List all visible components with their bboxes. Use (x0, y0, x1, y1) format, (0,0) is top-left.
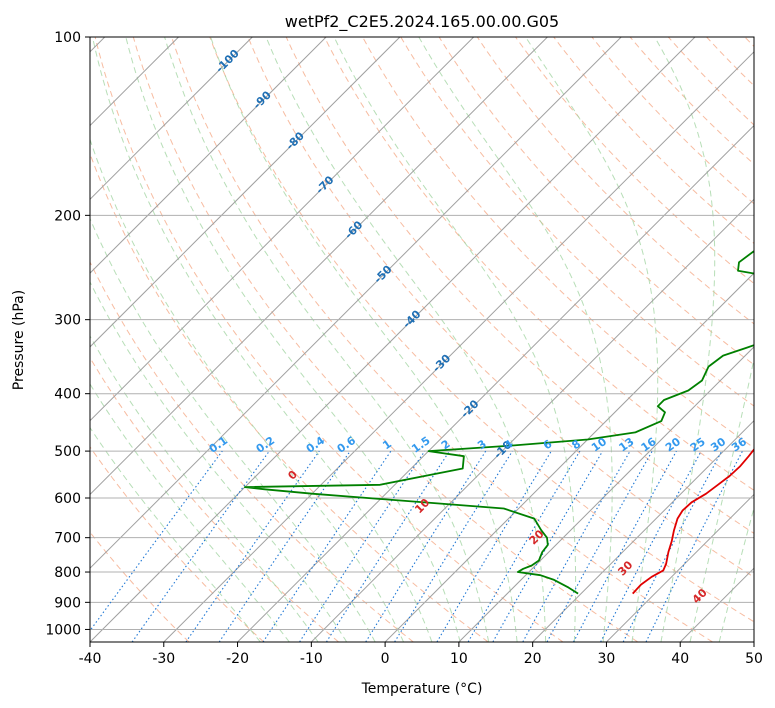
isotherm-line (90, 37, 401, 348)
dry-adiabat-line (90, 356, 339, 642)
moist-adiabat-line (90, 426, 261, 642)
moist-adiabat-line (333, 37, 577, 642)
y-tick-label: 500 (54, 444, 81, 460)
moist-adiabat-line (92, 37, 433, 642)
x-tick-label: -20 (226, 651, 249, 667)
isotherm-line (90, 37, 622, 569)
mixing-ratio-line (218, 450, 351, 642)
y-axis-label: Pressure (hPa) (11, 290, 27, 390)
mixing-ratio-line (299, 450, 426, 642)
chart-title: wetPf2_C2E5.2024.165.00.00.G05 (285, 12, 559, 32)
dry-adiabat-line (247, 37, 754, 578)
y-axis-ticks: 100 200 300 400 500 600 700 800 900 1000 (45, 30, 90, 638)
y-tick-label: 100 (54, 30, 81, 46)
series-layer (244, 250, 754, 595)
x-tick-label: 50 (745, 651, 763, 667)
y-tick-label: 800 (54, 565, 81, 581)
isotherm-line (90, 37, 548, 496)
isotherm-line (237, 124, 754, 642)
y-tick-label: 900 (54, 595, 81, 611)
moist-adiabat-line (525, 37, 659, 642)
moist-adiabat-line (654, 37, 716, 642)
x-tick-label: 40 (671, 651, 689, 667)
mixing-ratio-line (522, 450, 631, 642)
dry-adiabat-line (323, 37, 754, 491)
moist-adiabat-line (418, 37, 613, 642)
temperature-profile-line (632, 448, 754, 595)
y-tick-label: 300 (54, 313, 81, 329)
y-tick-label: 600 (54, 491, 81, 507)
mixing-ratio-line (546, 450, 653, 642)
x-tick-label: -10 (300, 651, 323, 667)
y-tick-label: 700 (54, 531, 81, 547)
mixing-ratio-line (573, 450, 677, 642)
x-tick-label: -40 (79, 651, 102, 667)
mixing-ratio-line (185, 450, 320, 642)
dry-adiabat-line (90, 260, 414, 642)
moist-adiabat-line (90, 137, 405, 642)
y-tick-label: 1000 (45, 622, 81, 638)
isotherm-line (90, 37, 327, 274)
dry-adiabat-line (90, 446, 265, 642)
dry-adiabat-line (285, 37, 754, 534)
x-tick-label: 30 (598, 651, 616, 667)
moist-adiabat-line (164, 37, 490, 642)
plot-frame (89, 36, 755, 643)
y-tick-label: 200 (54, 208, 81, 224)
dry-adiabat-line (209, 37, 754, 623)
isotherm-line (384, 272, 754, 642)
moist-adiabat-line (689, 356, 754, 642)
moist-adiabat-line (90, 383, 290, 642)
moist-adiabat-line (210, 37, 518, 642)
isotherm-line (458, 346, 754, 642)
mixing-ratio-line (262, 450, 392, 642)
isotherm-line (90, 37, 696, 642)
isotherm-line (90, 37, 475, 422)
x-axis-ticks: -40 -30 -20 -10 0 10 20 30 40 50 (79, 642, 763, 667)
isotherm-line (532, 419, 754, 642)
y-tick-label: 400 (54, 387, 81, 403)
background-lines (90, 37, 754, 642)
dry-adiabat-line (438, 37, 754, 366)
dry-adiabat-line (171, 37, 713, 642)
mixing-ratio-line (325, 450, 450, 642)
x-tick-label: 10 (450, 651, 468, 667)
dry-adiabat-line (94, 37, 564, 642)
moist-adiabat-line (125, 37, 461, 642)
isotherm-line (310, 198, 754, 642)
dewpoint-profile-line (244, 250, 754, 595)
mixing-ratio-line (131, 450, 270, 642)
moist-adiabat-line (90, 335, 319, 642)
mixing-ratio-line (394, 450, 513, 642)
moist-adiabat-line (90, 280, 348, 642)
isotherm-line (163, 51, 754, 642)
mixing-ratio-line (90, 450, 223, 632)
mixing-ratio-line (645, 450, 743, 642)
x-tick-label: -30 (152, 651, 175, 667)
dry-adiabat-line (515, 37, 754, 285)
isotherm-line (90, 37, 253, 201)
dry-adiabat-line (476, 37, 754, 325)
moist-adiabat-line (718, 505, 754, 642)
x-axis-label: Temperature (°C) (361, 681, 483, 697)
isotherm-line (606, 493, 754, 642)
x-tick-label: 20 (524, 651, 542, 667)
x-tick-label: 0 (381, 651, 390, 667)
moist-adiabat-line (265, 37, 547, 642)
